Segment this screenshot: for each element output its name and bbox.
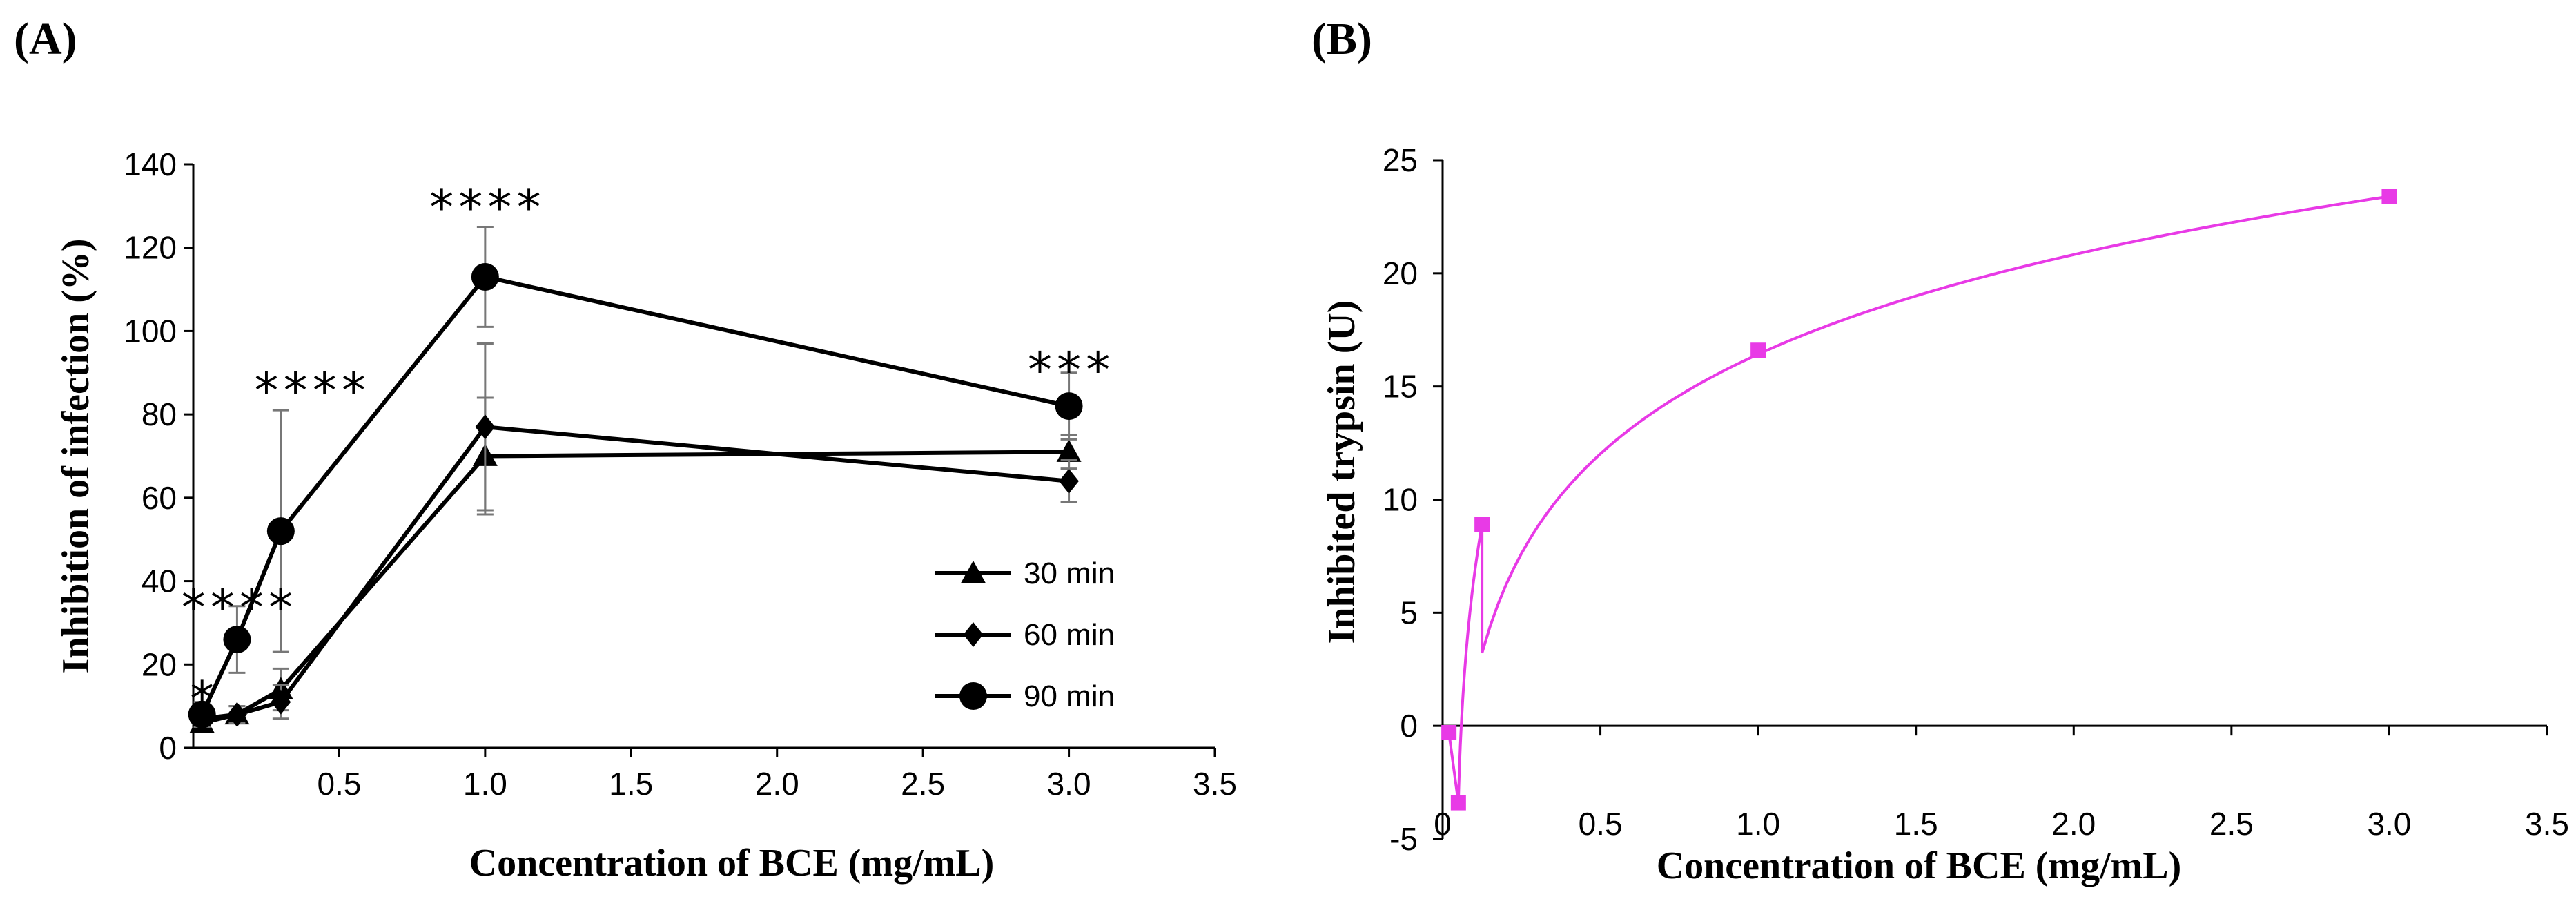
y-tick-label: 20 <box>1383 255 1418 291</box>
x-tick-label: 2.0 <box>2051 806 2096 842</box>
y-tick-label: 5 <box>1400 595 1418 630</box>
chart-a: 0 20 40 60 80 100 120 140 0.5 1.0 1.5 2.0 2.5 3.0 3.5 C… <box>55 146 1237 885</box>
y-tick-label: 40 <box>142 563 177 599</box>
y-tick-label: 140 <box>124 146 177 182</box>
panel-a-label: (A) <box>14 14 77 64</box>
y-tick-label: -5 <box>1389 821 1418 857</box>
data-point <box>471 262 499 291</box>
y-axis-title: Inhibited trypsin (U) <box>1320 300 1363 644</box>
data-point <box>1450 795 1466 811</box>
legend-marker <box>959 682 987 710</box>
significance-annotation: **** <box>179 579 295 636</box>
y-tick-label: 0 <box>159 730 177 766</box>
y-tick-label: 15 <box>1383 369 1418 405</box>
data-point <box>1059 468 1079 494</box>
legend-marker <box>963 622 984 647</box>
data-point <box>1055 392 1083 421</box>
y-tick-label: 0 <box>1400 708 1418 744</box>
data-point <box>271 689 291 715</box>
trend-line <box>1447 195 2390 803</box>
x-axis-title: Concentration of BCE (mg/mL) <box>1657 844 2182 887</box>
y-tick-label: 60 <box>142 480 177 516</box>
data-point <box>1750 342 1766 358</box>
y-tick-label: 10 <box>1383 482 1418 518</box>
x-tick-label: 1.0 <box>463 766 507 802</box>
series-line-30-min <box>201 450 1069 725</box>
panel-b-label: (B) <box>1311 14 1372 64</box>
x-tick-label: 2.5 <box>901 766 945 802</box>
y-tick-label: 25 <box>1383 142 1418 178</box>
x-tick-label: 0.5 <box>1579 806 1623 842</box>
data-point <box>2381 189 2397 204</box>
x-tick-label: 0 <box>1434 806 1452 842</box>
legend-label: 60 min <box>1024 618 1115 652</box>
significance-annotation: **** <box>252 363 369 419</box>
data-point <box>227 702 247 727</box>
x-tick-label: 3.5 <box>2525 806 2569 842</box>
x-tick-label: 1.5 <box>1894 806 1938 842</box>
y-tick-label: 120 <box>124 230 177 266</box>
legend-label: 90 min <box>1024 679 1115 713</box>
significance-annotation: **** <box>427 179 544 235</box>
data-point <box>266 517 295 546</box>
y-axis-title: Inhibition of infection (%) <box>55 238 97 673</box>
significance-annotation: * <box>188 671 217 728</box>
x-tick-label: 1.5 <box>609 766 653 802</box>
x-tick-label: 0.5 <box>317 766 361 802</box>
x-tick-label: 3.0 <box>2367 806 2411 842</box>
x-tick-label: 2.0 <box>755 766 799 802</box>
x-tick-label: 3.0 <box>1047 766 1091 802</box>
y-tick-label: 80 <box>142 396 177 432</box>
x-tick-label: 3.5 <box>1193 766 1237 802</box>
data-point <box>223 626 251 654</box>
legend-marker <box>961 561 986 583</box>
data-point <box>475 414 496 440</box>
x-tick-label: 1.0 <box>1736 806 1780 842</box>
data-point <box>188 700 216 728</box>
data-point <box>1474 517 1490 532</box>
significance-annotation: *** <box>1025 342 1112 398</box>
data-point <box>1056 439 1082 462</box>
data-point <box>1441 724 1457 740</box>
x-axis-title: Concentration of BCE (mg/mL) <box>469 842 995 885</box>
chart-b: -5 0 5 10 15 20 25 0 0.5 1.0 1.5 2.0 2.5 3.0 3.5 Concen… <box>1320 142 2569 887</box>
series-line-90-min <box>199 274 1070 715</box>
y-tick-label: 20 <box>142 646 177 682</box>
x-tick-label: 2.5 <box>2209 806 2254 842</box>
legend-label: 30 min <box>1024 557 1115 590</box>
y-tick-label: 100 <box>124 313 177 349</box>
